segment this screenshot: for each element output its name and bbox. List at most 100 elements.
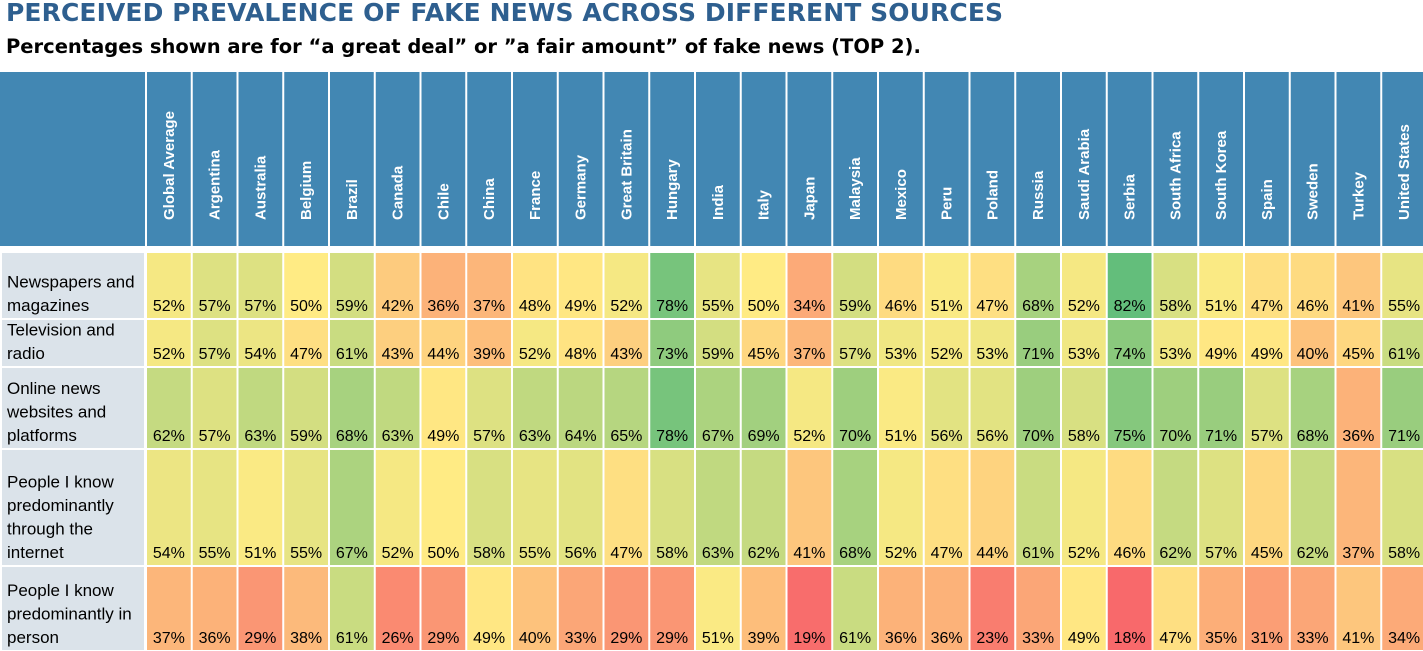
heat-cell (879, 450, 923, 565)
heat-cell (879, 368, 923, 448)
heat-cell (970, 320, 1015, 366)
heat-cell (696, 450, 740, 565)
heat-cell (1153, 320, 1198, 366)
cell-value-label: 53% (1159, 346, 1191, 363)
heat-cell (238, 567, 283, 650)
column-header-label-india: India (710, 184, 727, 220)
chart-subtitle: Percentages shown are for “a great deal”… (6, 35, 921, 58)
column-header-label-italy: Italy (756, 189, 773, 220)
column-header-label-global-average: Global Average (161, 111, 178, 220)
cell-value-label: 61% (839, 630, 871, 647)
column-header-india (696, 72, 740, 246)
column-header-malaysia (833, 72, 877, 246)
heat-cell (787, 253, 832, 318)
column-header-label-south-africa: South Africa (1167, 131, 1184, 220)
column-header-label-serbia: Serbia (1122, 173, 1139, 220)
heat-cell (375, 320, 420, 366)
cell-value-label: 57% (473, 428, 505, 445)
heat-cell (879, 320, 923, 366)
heat-cell (833, 368, 877, 448)
cell-value-label: 48% (519, 298, 551, 315)
row-label-cell-5 (2, 567, 144, 650)
cell-value-label: 51% (702, 630, 734, 647)
heat-cell (513, 567, 557, 650)
cell-value-label: 34% (1388, 630, 1420, 647)
cell-value-label: 43% (610, 346, 642, 363)
heat-cell (650, 450, 694, 565)
cell-value-label: 52% (153, 346, 185, 363)
cell-value-label: 52% (382, 545, 414, 562)
cell-value-label: 63% (702, 545, 734, 562)
cell-value-label: 57% (199, 428, 231, 445)
heat-cell (1016, 368, 1060, 448)
heat-cell (467, 450, 511, 565)
heat-cell (1062, 368, 1106, 448)
cell-value-label: 71% (1022, 346, 1054, 363)
cell-value-label: 37% (153, 630, 185, 647)
cell-value-label: 48% (565, 346, 597, 363)
heat-cell (330, 450, 374, 565)
cell-value-label: 58% (1388, 545, 1420, 562)
heat-cell (1062, 253, 1106, 318)
heat-cell (696, 320, 740, 366)
cell-value-label: 63% (382, 428, 414, 445)
heat-cell (375, 450, 420, 565)
heat-cell (1153, 368, 1198, 448)
heat-cell (238, 320, 283, 366)
cell-value-label: 40% (1297, 346, 1329, 363)
column-header-label-hungary: Hungary (664, 159, 681, 221)
row-label-5: People I know predominantly in person (7, 581, 132, 647)
heat-cell (513, 253, 557, 318)
column-header-japan (787, 72, 832, 246)
row-label-4: People I know predominantly through the int… (7, 473, 115, 563)
heat-cell (1062, 320, 1106, 366)
cell-value-label: 29% (427, 630, 459, 647)
cell-value-label: 36% (931, 630, 963, 647)
heat-cell (833, 320, 877, 366)
column-header-argentina (192, 72, 237, 246)
heat-cell (1382, 320, 1423, 366)
heat-cell (147, 567, 191, 650)
heat-cell (421, 320, 466, 366)
cell-value-label: 69% (748, 428, 780, 445)
heat-cell (467, 253, 511, 318)
heat-cell (1107, 320, 1152, 366)
column-header-russia (1016, 72, 1060, 246)
heat-cell (558, 253, 603, 318)
cell-value-label: 59% (290, 428, 322, 445)
column-header-sweden (1290, 72, 1335, 246)
cell-value-label: 63% (519, 428, 551, 445)
column-header-germany (558, 72, 603, 246)
column-header-mexico (879, 72, 923, 246)
heat-cell (558, 450, 603, 565)
cell-value-label: 57% (839, 346, 871, 363)
cell-value-label: 57% (244, 298, 276, 315)
heat-cell (741, 450, 786, 565)
heat-cell (421, 368, 466, 448)
heat-cell (604, 253, 649, 318)
heat-cell (1290, 253, 1335, 318)
heat-cell (1107, 567, 1152, 650)
cell-value-label: 68% (336, 428, 368, 445)
heat-cell (741, 253, 786, 318)
heat-cell (192, 253, 237, 318)
heat-cell (467, 567, 511, 650)
column-header-label-peru: Peru (939, 187, 956, 220)
heat-cell (284, 567, 328, 650)
cell-value-label: 55% (199, 545, 231, 562)
cell-value-label: 38% (290, 630, 322, 647)
heat-cell (924, 320, 969, 366)
cell-value-label: 53% (1068, 346, 1100, 363)
heat-cell (421, 567, 466, 650)
heat-cell (238, 450, 283, 565)
cell-value-label: 75% (1114, 428, 1146, 445)
column-header-poland (970, 72, 1015, 246)
heat-cell (192, 368, 237, 448)
header-corner-cell (0, 72, 145, 246)
heat-cell (604, 450, 649, 565)
cell-value-label: 49% (565, 298, 597, 315)
heat-cell (1107, 253, 1152, 318)
heat-cell (1199, 450, 1243, 565)
heat-cell (1382, 368, 1423, 448)
